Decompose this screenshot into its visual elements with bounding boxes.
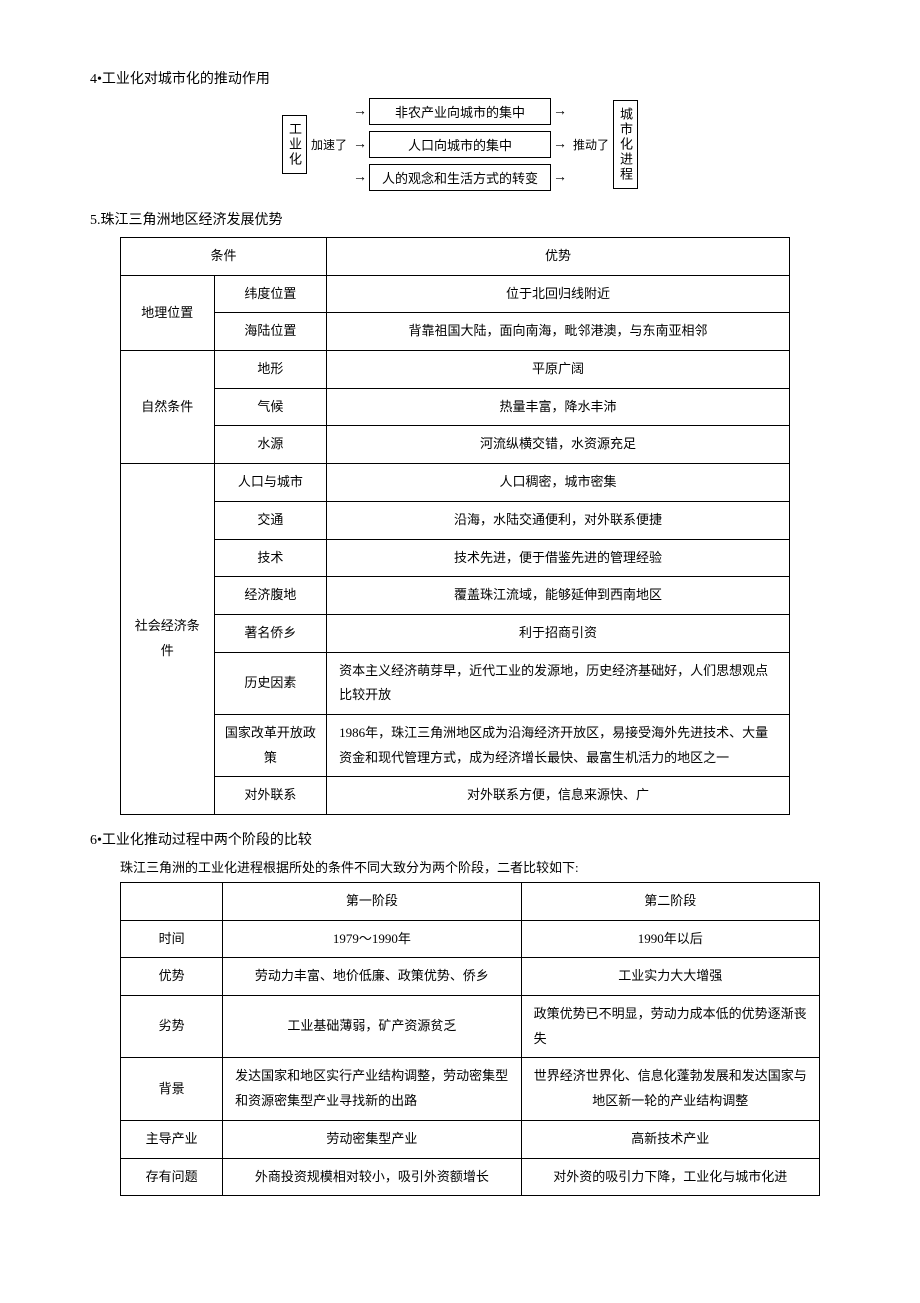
- sub-cell: 历史因素: [214, 652, 327, 714]
- header-cond: 条件: [121, 238, 327, 276]
- val-cell: 利于招商引资: [327, 614, 790, 652]
- table-row: 背景 发达国家和地区实行产业结构调整，劳动密集型和资源密集型产业寻找新的出路 世…: [121, 1058, 820, 1120]
- diagram-mid-box-1: 人口向城市的集中: [369, 131, 551, 158]
- table-row: 气候 热量丰富，降水丰沛: [121, 388, 790, 426]
- val-cell: 河流纵横交错，水资源充足: [327, 426, 790, 464]
- table-row: 海陆位置 背靠祖国大陆，面向南海，毗邻港澳，与东南亚相邻: [121, 313, 790, 351]
- table-row: 经济腹地 覆盖珠江流域，能够延伸到西南地区: [121, 577, 790, 615]
- section4-title: 4•工业化对城市化的推动作用: [90, 68, 830, 88]
- phase1-cell: 发达国家和地区实行产业结构调整，劳动密集型和资源密集型产业寻找新的出路: [223, 1058, 521, 1120]
- phase2-cell: 政策优势已不明显，劳动力成本低的优势逐渐丧失: [521, 996, 819, 1058]
- sub-cell: 水源: [214, 426, 327, 464]
- table-row: 国家改革开放政策 1986年，珠江三角洲地区成为沿海经济开放区，易接受海外先进技…: [121, 714, 790, 776]
- table-row: 主导产业 劳动密集型产业 高新技术产业: [121, 1120, 820, 1158]
- table-row: 对外联系 对外联系方便，信息来源快、广: [121, 777, 790, 815]
- sub-cell: 气候: [214, 388, 327, 426]
- sub-cell: 海陆位置: [214, 313, 327, 351]
- val-cell: 覆盖珠江流域，能够延伸到西南地区: [327, 577, 790, 615]
- table-header-row: 条件 优势: [121, 238, 790, 276]
- val-cell: 沿海，水陆交通便利，对外联系便捷: [327, 501, 790, 539]
- group-name: 地理位置: [121, 275, 215, 350]
- section6-intro: 珠江三角洲的工业化进程根据所处的条件不同大致分为两个阶段，二者比较如下:: [120, 857, 830, 876]
- section5-title: 5.珠江三角洲地区经济发展优势: [90, 209, 830, 229]
- row-label: 优势: [121, 958, 223, 996]
- val-cell: 人口稠密，城市密集: [327, 464, 790, 502]
- flow-diagram: 工业化 加速了 →非农产业向城市的集中→ →人口向城市的集中→ →人的观念和生活…: [90, 98, 830, 191]
- table-row: 历史因素 资本主义经济萌芽早，近代工业的发源地，历史经济基础好，人们思想观点比较…: [121, 652, 790, 714]
- table-row: 优势 劳动力丰富、地价低廉、政策优势、侨乡 工业实力大大增强: [121, 958, 820, 996]
- arrow-icon: →: [353, 137, 367, 153]
- row-label: 时间: [121, 920, 223, 958]
- table-row: 自然条件 地形 平原广阔: [121, 351, 790, 389]
- header-phase1: 第一阶段: [223, 883, 521, 921]
- phase1-cell: 劳动力丰富、地价低廉、政策优势、侨乡: [223, 958, 521, 996]
- phase1-cell: 外商投资规模相对较小，吸引外资额增长: [223, 1158, 521, 1196]
- val-cell: 位于北回归线附近: [327, 275, 790, 313]
- arrow-icon: →: [553, 137, 567, 153]
- val-cell: 技术先进，便于借鉴先进的管理经验: [327, 539, 790, 577]
- val-cell: 背靠祖国大陆，面向南海，毗邻港澳，与东南亚相邻: [327, 313, 790, 351]
- table-row: 地理位置 纬度位置 位于北回归线附近: [121, 275, 790, 313]
- phase2-cell: 工业实力大大增强: [521, 958, 819, 996]
- diagram-mid-box-2: 人的观念和生活方式的转变: [369, 164, 551, 191]
- sub-cell: 地形: [214, 351, 327, 389]
- table-row: 技术 技术先进，便于借鉴先进的管理经验: [121, 539, 790, 577]
- val-cell: 资本主义经济萌芽早，近代工业的发源地，历史经济基础好，人们思想观点比较开放: [327, 652, 790, 714]
- group-name: 社会经济条件: [121, 464, 215, 815]
- sub-cell: 人口与城市: [214, 464, 327, 502]
- sub-cell: 经济腹地: [214, 577, 327, 615]
- arrow-icon: →: [353, 104, 367, 120]
- table-row: 存有问题 外商投资规模相对较小，吸引外资额增长 对外资的吸引力下降，工业化与城市…: [121, 1158, 820, 1196]
- advantages-table: 条件 优势 地理位置 纬度位置 位于北回归线附近 海陆位置 背靠祖国大陆，面向南…: [120, 237, 790, 815]
- table-row: 水源 河流纵横交错，水资源充足: [121, 426, 790, 464]
- table-row: 著名侨乡 利于招商引资: [121, 614, 790, 652]
- table-row: 时间 1979～1990年 1990年以后: [121, 920, 820, 958]
- comparison-table: 第一阶段 第二阶段 时间 1979～1990年 1990年以后 优势 劳动力丰富…: [120, 882, 820, 1196]
- val-cell: 平原广阔: [327, 351, 790, 389]
- table-row: 交通 沿海，水陆交通便利，对外联系便捷: [121, 501, 790, 539]
- diagram-left-box: 工业化: [282, 115, 307, 174]
- arrow-icon: →: [553, 104, 567, 120]
- diagram-mid-box-0: 非农产业向城市的集中: [369, 98, 551, 125]
- group-name: 自然条件: [121, 351, 215, 464]
- sub-cell: 著名侨乡: [214, 614, 327, 652]
- arrow-icon: →: [553, 170, 567, 186]
- sub-cell: 纬度位置: [214, 275, 327, 313]
- phase1-cell: 劳动密集型产业: [223, 1120, 521, 1158]
- val-cell: 对外联系方便，信息来源快、广: [327, 777, 790, 815]
- phase1-cell: 工业基础薄弱，矿产资源贫乏: [223, 996, 521, 1058]
- phase2-cell: 1990年以后: [521, 920, 819, 958]
- row-label: 背景: [121, 1058, 223, 1120]
- header-adv: 优势: [327, 238, 790, 276]
- diagram-mid-column: →非农产业向城市的集中→ →人口向城市的集中→ →人的观念和生活方式的转变→: [351, 98, 569, 191]
- row-label: 劣势: [121, 996, 223, 1058]
- diagram-right-label: 推动了: [573, 136, 609, 153]
- phase2-cell: 对外资的吸引力下降，工业化与城市化进: [521, 1158, 819, 1196]
- sub-cell: 对外联系: [214, 777, 327, 815]
- arrow-icon: →: [353, 170, 367, 186]
- header-blank: [121, 883, 223, 921]
- table-header-row: 第一阶段 第二阶段: [121, 883, 820, 921]
- table-row: 劣势 工业基础薄弱，矿产资源贫乏 政策优势已不明显，劳动力成本低的优势逐渐丧失: [121, 996, 820, 1058]
- sub-cell: 技术: [214, 539, 327, 577]
- diagram-left-label: 加速了: [311, 136, 347, 153]
- val-cell: 1986年，珠江三角洲地区成为沿海经济开放区，易接受海外先进技术、大量资金和现代…: [327, 714, 790, 776]
- phase2-cell: 高新技术产业: [521, 1120, 819, 1158]
- val-cell: 热量丰富，降水丰沛: [327, 388, 790, 426]
- sub-cell: 国家改革开放政策: [214, 714, 327, 776]
- section6-title: 6•工业化推动过程中两个阶段的比较: [90, 829, 830, 849]
- diagram-right-box: 城市化进程: [613, 100, 638, 189]
- phase2-cell: 世界经济世界化、信息化蓬勃发展和发达国家与地区新一轮的产业结构调整: [521, 1058, 819, 1120]
- sub-cell: 交通: [214, 501, 327, 539]
- table-row: 社会经济条件 人口与城市 人口稠密，城市密集: [121, 464, 790, 502]
- header-phase2: 第二阶段: [521, 883, 819, 921]
- phase1-cell: 1979～1990年: [223, 920, 521, 958]
- row-label: 主导产业: [121, 1120, 223, 1158]
- row-label: 存有问题: [121, 1158, 223, 1196]
